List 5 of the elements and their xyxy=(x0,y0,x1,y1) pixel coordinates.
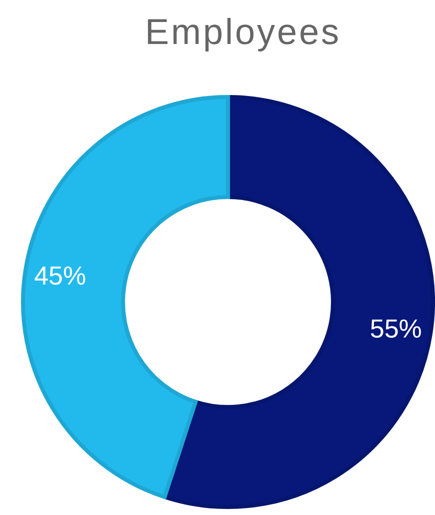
chart-title: Employees xyxy=(144,11,342,52)
donut-slice xyxy=(21,95,230,499)
data-label: 45% xyxy=(34,260,86,290)
data-label: 55% xyxy=(370,314,422,344)
donut-slice xyxy=(162,95,435,509)
